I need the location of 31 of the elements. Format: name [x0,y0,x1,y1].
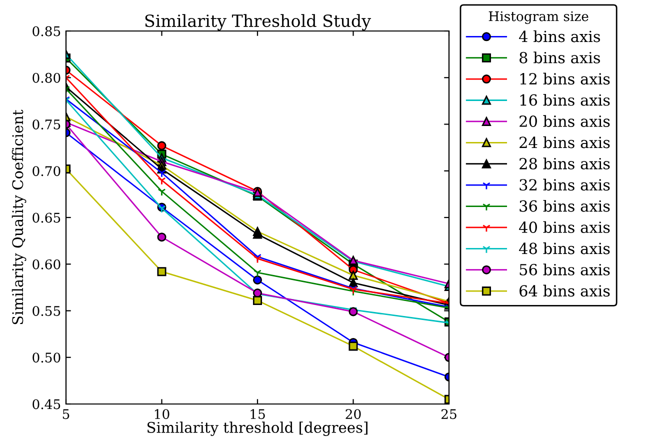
legend-label: 64 bins axis [520,284,610,297]
x-tick-label: 10 [154,409,170,420]
legend-label: 32 bins axis [520,178,610,191]
legend-label: 12 bins axis [520,72,610,85]
y-tick-label: 0.65 [32,212,60,223]
legend-title: Histogram size [488,11,588,24]
legend-label: 24 bins axis [520,136,610,148]
x-axis-title: Similarity threshold [degrees] [148,422,368,436]
x-tick-label: 15 [250,409,265,420]
y-axis-title: Similarity Quality Coefficient [12,110,26,324]
y-tick-label: 0.55 [32,306,60,316]
x-tick-label: 20 [346,409,361,420]
legend-label: 40 bins axis [519,221,610,234]
legend-label: 28 bins axis [520,158,610,170]
y-tick-label: 0.75 [32,119,60,130]
legend-label: 8 bins axis [520,52,600,64]
chart-title: Similarity Threshold Study [145,14,371,31]
legend-label: 48 bins axis [519,242,610,254]
y-tick-label: 0.85 [32,26,60,36]
legend-label: 4 bins axis [519,30,600,42]
y-tick-label: 0.50 [32,352,60,363]
legend-label: 16 bins axis [520,94,610,106]
y-tick-label: 0.80 [32,72,60,83]
x-tick-label: 25 [442,409,456,420]
y-tick-label: 0.45 [32,399,60,410]
y-tick-label: 0.70 [32,166,60,176]
legend-label: 20 bins axis [520,115,610,128]
y-tick-label: 0.60 [32,259,60,270]
legend-label: 56 bins axis [520,264,610,276]
x-tick-label: 5 [62,409,70,420]
legend-label: 36 bins axis [520,200,610,212]
